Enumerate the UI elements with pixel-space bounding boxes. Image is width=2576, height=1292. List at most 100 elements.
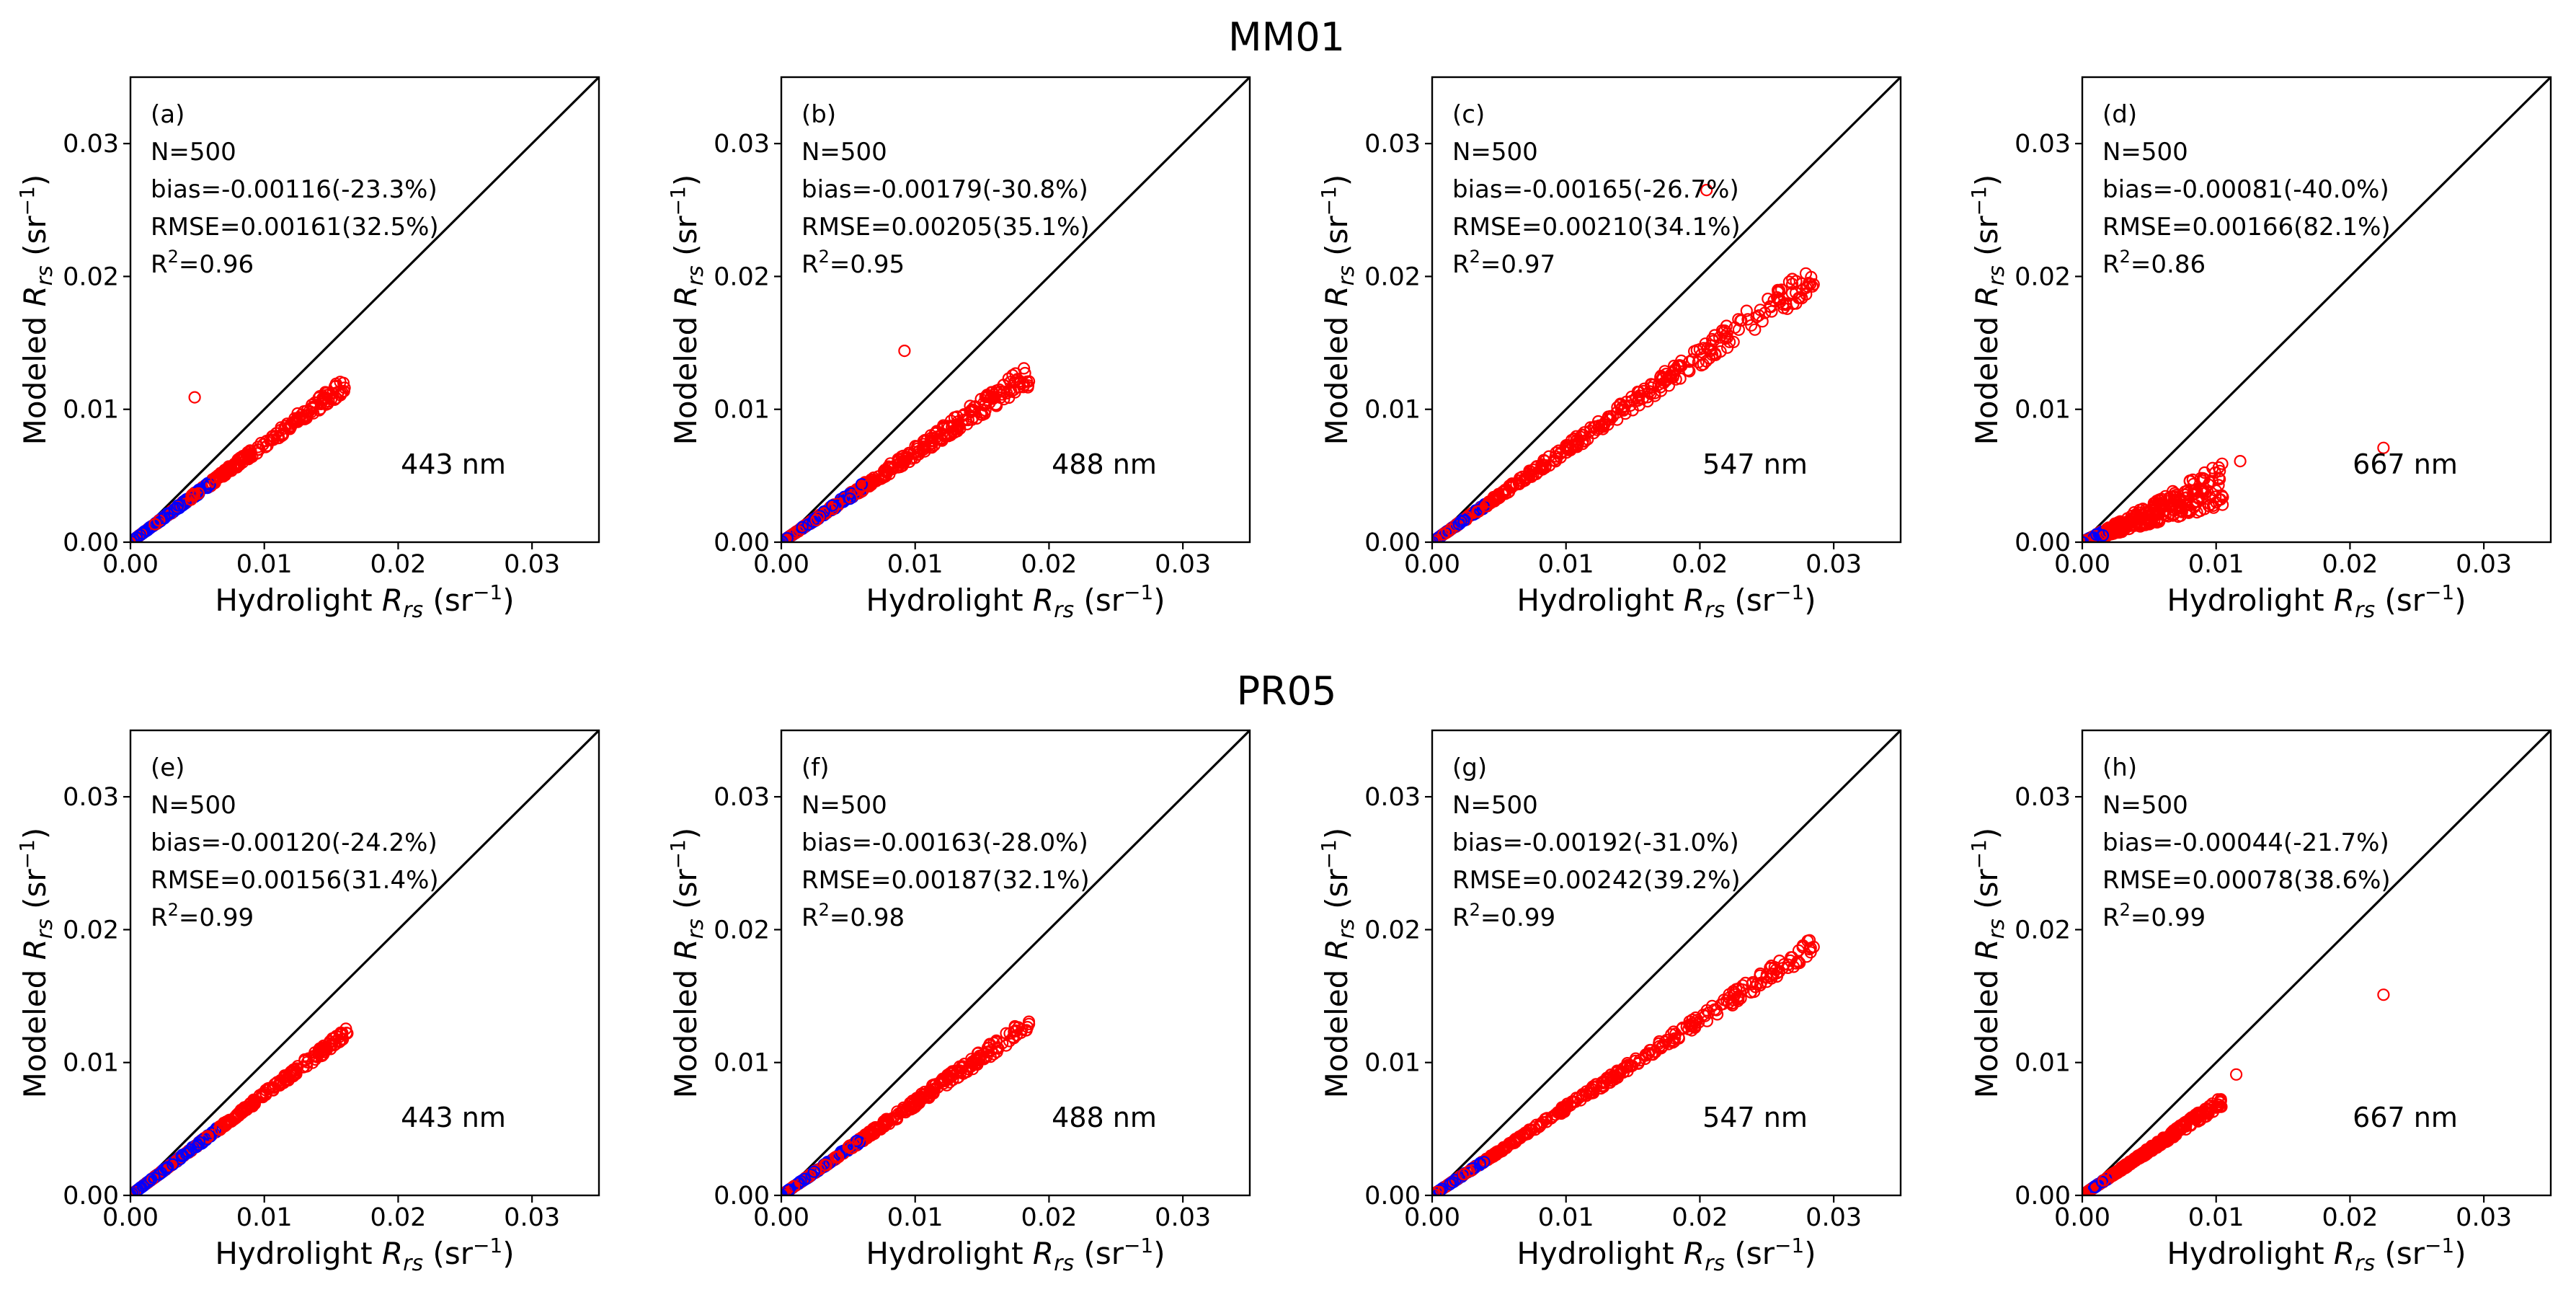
data-point-red	[1554, 446, 1567, 459]
data-point-red	[2234, 454, 2247, 468]
data-point-red	[990, 1034, 1003, 1048]
y-tick-label: 0.02	[2015, 262, 2071, 291]
x-tick-label: 0.03	[1155, 550, 1211, 579]
data-point-red	[877, 464, 891, 477]
stat-rmse: RMSE=0.00205(35.1%)	[801, 213, 1090, 242]
stat-n: N=500	[1452, 791, 1538, 820]
wavelength-label: 443 nm	[401, 1102, 506, 1133]
data-point-red	[1728, 321, 1741, 334]
x-tick-label: 0.02	[370, 550, 426, 579]
x-axis-label: Hydrolight Rrs (sr−1)	[215, 580, 514, 623]
stat-r2: R2=0.95	[801, 247, 905, 279]
data-point-red	[296, 408, 308, 421]
data-point-red	[1645, 381, 1658, 394]
data-point-red	[1740, 304, 1753, 317]
stat-n: N=500	[1452, 138, 1538, 167]
data-point-red	[878, 1120, 891, 1133]
plot-frame	[1431, 729, 1902, 1197]
data-point-red	[1806, 280, 1819, 293]
one-to-one-line	[781, 77, 1250, 542]
data-point-blue	[182, 1146, 195, 1159]
data-point-red	[898, 345, 911, 358]
data-point-red	[1021, 381, 1034, 394]
data-point-red	[1767, 294, 1780, 307]
data-point-red	[810, 513, 823, 526]
y-tick-label: 0.00	[2015, 528, 2071, 557]
y-tick-label: 0.00	[1364, 1182, 1421, 1211]
x-tick-label: 0.00	[102, 550, 159, 579]
data-point-red	[1550, 446, 1563, 459]
wavelength-label: 443 nm	[401, 448, 506, 480]
data-point-red	[1708, 329, 1721, 342]
data-point-red	[861, 479, 874, 492]
stat-bias: bias=-0.00179(-30.8%)	[801, 175, 1088, 204]
panels: 0.00 0.01 0.02 0.030.000.010.020.03Hydrolig…	[15, 76, 2552, 1276]
one-to-one-line	[2082, 77, 2551, 542]
data-point-red	[1805, 270, 1818, 283]
data-point-red	[980, 389, 994, 402]
y-tick-label: 0.02	[63, 262, 119, 291]
stat-n: N=500	[2102, 138, 2188, 167]
x-axis-label: Hydrolight Rrs (sr−1)	[2167, 1234, 2466, 1276]
panel-h: 0.00 0.01 0.02 0.030.000.010.020.03Hydrolig…	[1967, 729, 2552, 1276]
y-axis-label: Modeled Rrs (sr−1)	[1967, 828, 2009, 1099]
data-point-red	[2167, 485, 2180, 498]
scatter-points	[1432, 934, 1820, 1195]
data-point-red	[1496, 485, 1509, 499]
data-point-red	[1000, 1027, 1013, 1040]
data-point-red	[337, 376, 350, 389]
x-tick-label: 0.00	[2054, 1203, 2110, 1232]
data-point-red	[1457, 1168, 1470, 1181]
data-point-red	[213, 1123, 226, 1136]
data-point-red	[961, 417, 974, 430]
data-point-red	[2377, 441, 2390, 454]
data-point-red	[1745, 319, 1758, 332]
scatter-points	[130, 1022, 354, 1195]
data-point-red	[951, 1066, 964, 1079]
data-point-red	[918, 445, 931, 458]
data-point-blue	[1452, 518, 1465, 531]
data-point-red	[842, 1141, 855, 1154]
data-point-red	[781, 534, 791, 542]
x-tick-label: 0.03	[2456, 1203, 2512, 1232]
data-point-red	[897, 449, 910, 463]
data-point-red	[2107, 523, 2120, 536]
panel-e: 0.00 0.01 0.02 0.030.000.010.020.03Hydrolig…	[15, 729, 600, 1276]
y-tick-label: 0.01	[63, 396, 119, 425]
wavelength-label: 488 nm	[1052, 448, 1157, 480]
stat-r2: R2=0.96	[151, 247, 254, 279]
data-point-red	[1516, 475, 1529, 488]
data-point-red	[792, 525, 805, 538]
x-tick-label: 0.00	[753, 550, 809, 579]
data-point-red	[1008, 1019, 1021, 1033]
data-point-red	[1022, 1017, 1036, 1030]
data-point-red	[1746, 978, 1759, 991]
plot-frame	[2081, 729, 2552, 1197]
data-point-red	[1532, 465, 1545, 479]
stat-r2: R2=0.98	[801, 900, 905, 932]
plot-frame	[2081, 76, 2552, 544]
stat-bias: bias=-0.00163(-28.0%)	[801, 828, 1088, 857]
x-tick-label: 0.02	[1021, 1203, 1077, 1232]
y-tick-label: 0.00	[63, 528, 119, 557]
data-point-red	[1593, 419, 1606, 433]
data-point-red	[998, 385, 1011, 399]
y-tick-label: 0.03	[2015, 130, 2071, 159]
data-point-red	[2114, 1163, 2127, 1176]
wavelength-label: 667 nm	[2353, 448, 2458, 480]
data-point-red	[1735, 314, 1748, 327]
wavelength-label: 667 nm	[2353, 1102, 2458, 1133]
data-point-blue	[157, 511, 171, 525]
data-point-red	[1653, 1035, 1666, 1048]
panel-d: 0.00 0.01 0.02 0.030.000.010.020.03Hydrolig…	[1967, 76, 2552, 623]
data-point-red	[1800, 281, 1813, 294]
data-point-blue	[166, 1158, 179, 1171]
data-point-blue	[1446, 1176, 1460, 1189]
data-point-red	[1539, 454, 1552, 468]
y-axis-label: Modeled Rrs (sr−1)	[1967, 174, 2009, 446]
y-tick-label: 0.02	[1364, 916, 1421, 944]
data-point-blue	[192, 1136, 206, 1149]
data-point-red	[876, 1118, 889, 1131]
x-tick-label: 0.00	[102, 1203, 159, 1232]
data-point-red	[1727, 335, 1740, 348]
